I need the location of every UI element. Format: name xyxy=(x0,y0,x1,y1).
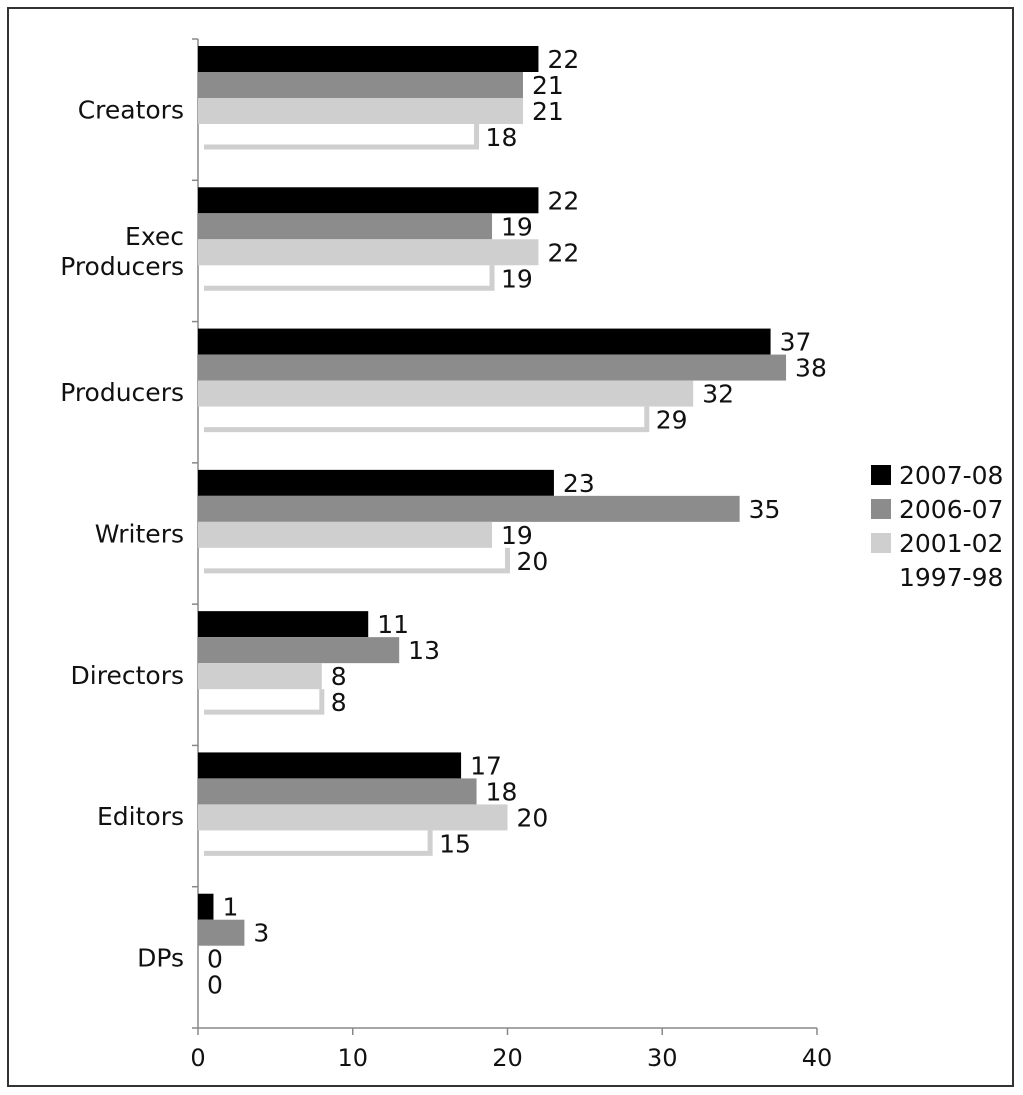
bar-producers-2006-07 xyxy=(198,354,787,381)
legend-swatch-2001-02 xyxy=(871,533,891,553)
bar-editors-2001-02 xyxy=(198,804,508,831)
legend-label-2001-02: 2001-02 xyxy=(899,529,1003,558)
bar-writers-2001-02 xyxy=(198,521,493,548)
value-label-editors-2007-08: 17 xyxy=(470,751,502,780)
value-label-producers-2007-08: 37 xyxy=(780,328,812,357)
legend-label-2007-08: 2007-08 xyxy=(899,461,1003,490)
bar-editors-2007-08 xyxy=(198,752,462,779)
bar-creators-1997-98 xyxy=(204,124,480,150)
value-label-directors-1997-98: 8 xyxy=(331,688,347,717)
value-label-directors-2007-08: 11 xyxy=(377,610,409,639)
value-label-writers-2007-08: 23 xyxy=(563,469,595,498)
value-label-dps-1997-98: 0 xyxy=(207,971,223,1000)
bar-producers-2007-08 xyxy=(198,328,771,355)
value-label-directors-2001-02: 8 xyxy=(331,662,347,691)
bar-exec-producers-2007-08 xyxy=(198,187,539,214)
bar-exec-producers-2001-02 xyxy=(198,239,539,266)
bar-directors-2001-02 xyxy=(198,663,322,690)
value-label-editors-1997-98: 15 xyxy=(439,829,471,858)
value-label-creators-2007-08: 22 xyxy=(547,45,579,74)
x-tick-label: 0 xyxy=(190,1044,205,1072)
value-label-producers-2006-07: 38 xyxy=(795,354,827,383)
x-axis-ticks: 0 10 20 30 40 xyxy=(190,1028,832,1072)
bar-directors-2006-07 xyxy=(198,637,400,664)
value-label-dps-2001-02: 0 xyxy=(207,945,223,974)
value-label-writers-2006-07: 35 xyxy=(749,495,781,524)
bar-directors-1997-98 xyxy=(204,689,325,715)
x-tick-label: 20 xyxy=(492,1044,523,1072)
bar-producers-2001-02 xyxy=(198,380,694,407)
bars xyxy=(198,46,787,946)
category-label-exec-producers: Exec Producers xyxy=(60,222,184,281)
value-label-producers-2001-02: 32 xyxy=(702,380,734,409)
value-label-exec-producers-1997-98: 19 xyxy=(501,264,533,293)
category-label-directors: Directors xyxy=(71,661,184,690)
bar-writers-2006-07 xyxy=(198,495,740,522)
bar-writers-2007-08 xyxy=(198,469,554,496)
value-label-exec-producers-2007-08: 22 xyxy=(547,186,579,215)
category-label-editors: Editors xyxy=(97,802,184,831)
value-label-dps-2007-08: 1 xyxy=(222,893,238,922)
bar-chart: 2221211822192219373832292335192011138817… xyxy=(60,38,1003,1072)
bar-exec-producers-1997-98 xyxy=(204,265,495,291)
value-label-producers-1997-98: 29 xyxy=(656,406,688,435)
category-label-dps: DPs xyxy=(137,943,184,972)
value-label-writers-1997-98: 20 xyxy=(517,547,549,576)
bar-exec-producers-2006-07 xyxy=(198,213,493,240)
x-tick-label: 10 xyxy=(337,1044,368,1072)
bar-creators-2007-08 xyxy=(198,46,539,72)
value-label-exec-producers-2006-07: 19 xyxy=(501,212,533,241)
value-labels: 2221211822192219373832292335192011138817… xyxy=(207,45,827,1000)
legend: 2007-08 2006-07 2001-02 1997-98 xyxy=(871,461,1003,592)
value-label-directors-2006-07: 13 xyxy=(408,636,440,665)
bar-writers-1997-98 xyxy=(204,547,510,574)
bar-creators-2006-07 xyxy=(198,72,523,98)
value-label-exec-producers-2001-02: 22 xyxy=(547,238,579,267)
legend-label-2006-07: 2006-07 xyxy=(899,495,1003,524)
legend-swatch-2006-07 xyxy=(871,499,891,519)
value-label-creators-2006-07: 21 xyxy=(532,71,564,100)
legend-label-1997-98: 1997-98 xyxy=(899,563,1003,592)
bar-editors-1997-98 xyxy=(204,830,433,856)
bar-creators-2001-02 xyxy=(198,98,523,124)
legend-swatch-2007-08 xyxy=(871,465,891,485)
category-label-writers: Writers xyxy=(95,520,184,549)
value-label-writers-2001-02: 19 xyxy=(501,521,533,550)
bar-editors-2006-07 xyxy=(198,778,477,805)
bar-producers-1997-98 xyxy=(204,406,650,433)
category-labels: Creators Exec Producers Producers Writers Dir… xyxy=(60,96,184,973)
bar-directors-2007-08 xyxy=(198,611,369,638)
category-label-producers: Producers xyxy=(60,378,184,407)
bar-dps-2007-08 xyxy=(198,893,214,920)
chart-frame: 22 21 21 18 22 19 22 19 37 38 32 29 23 35 19 20 11 13 8 8 17… xyxy=(7,7,1014,1087)
category-label-creators: Creators xyxy=(78,96,184,125)
value-label-editors-2006-07: 18 xyxy=(486,777,518,806)
x-tick-label: 40 xyxy=(802,1044,833,1072)
value-label-creators-1997-98: 18 xyxy=(486,123,518,152)
value-label-editors-2001-02: 20 xyxy=(517,803,549,832)
value-label-dps-2006-07: 3 xyxy=(253,919,269,948)
bar-dps-2006-07 xyxy=(198,919,245,946)
value-label-creators-2001-02: 21 xyxy=(532,97,564,126)
x-tick-label: 30 xyxy=(647,1044,678,1072)
